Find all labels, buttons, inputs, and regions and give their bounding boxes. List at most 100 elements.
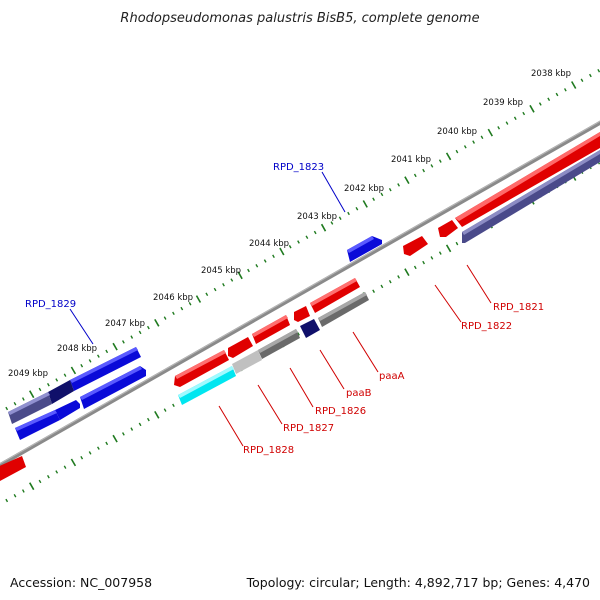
gene-red-arrow-mid[interactable]	[228, 337, 253, 358]
inner-scale-tick	[55, 470, 59, 474]
gene-callout-lines	[69, 171, 492, 447]
outer-scale-tick	[180, 306, 184, 311]
gene-gray-block-mid-top	[258, 329, 298, 353]
inner-scale-tick	[430, 256, 434, 260]
outer-scale-tick	[362, 200, 368, 208]
outer-scale-tick	[597, 68, 600, 73]
outer-scale-tick	[105, 349, 109, 354]
inner-scale-tick	[163, 408, 167, 412]
gene-rpd1827-block[interactable]	[174, 350, 229, 387]
inner-scale-tick	[105, 441, 109, 446]
outer-scale-tick	[70, 366, 77, 375]
outer-scale-tick	[472, 140, 476, 144]
scale-label-2047: 2047 kbp	[105, 319, 145, 329]
gene-rpd1826-block-top	[252, 315, 288, 337]
outer-scale-tick	[522, 111, 526, 116]
gene-label-rpd1827[interactable]: RPD_1827	[283, 423, 334, 434]
scale-label-2044: 2044 kbp	[249, 239, 289, 249]
gene-rpd1821-arrow[interactable]	[403, 236, 428, 256]
gene-rpd1823-arrow-top	[347, 236, 374, 253]
outer-scale-tick	[188, 302, 192, 306]
gene-paaB-arrow[interactable]	[294, 306, 310, 322]
inner-scale-tick	[29, 482, 35, 491]
outer-scale-tick	[380, 192, 384, 197]
gene-label-paaB[interactable]: paaB	[346, 388, 372, 399]
gene-blue-long-lower[interactable]	[80, 366, 146, 409]
outer-scale-tick	[213, 287, 217, 292]
outer-scale-tick	[63, 373, 67, 377]
inner-scale-tick	[46, 474, 50, 479]
outer-scale-tick	[195, 295, 202, 303]
outer-scale-tick	[222, 283, 225, 287]
callout-line-rpd1826	[289, 367, 314, 408]
outer-scale-tick	[505, 121, 509, 125]
gene-navy-left[interactable]	[48, 380, 74, 404]
outer-scale-tick	[404, 176, 410, 185]
gene-blue-short-lower[interactable]	[55, 400, 80, 420]
inner-scale-tick	[445, 244, 452, 253]
inner-scale-tick	[297, 332, 300, 336]
outer-scale-tick	[288, 245, 292, 249]
outer-scale-tick	[445, 152, 452, 161]
gene-blue-long-upper[interactable]	[70, 347, 141, 391]
gene-label-paaA[interactable]: paaA	[379, 371, 405, 382]
gene-blue-long-upper-top	[70, 347, 138, 383]
outer-scale-tick	[272, 254, 275, 259]
scale-label-2039: 2039 kbp	[483, 98, 523, 108]
gene-rpd1828-cyan-block[interactable]	[178, 366, 236, 405]
outer-scale-tick	[38, 387, 42, 392]
outer-scale-tick	[46, 382, 50, 387]
inner-scale-tick	[21, 489, 25, 493]
outer-scale-tick	[279, 247, 285, 256]
inner-scale-tick	[112, 434, 118, 443]
gene-label-rpd1821[interactable]: RPD_1821	[493, 302, 544, 313]
gene-slate-left[interactable]	[8, 392, 52, 424]
accession-text: Accession: NC_007958	[10, 575, 153, 590]
callout-line-rpd1823	[321, 171, 346, 213]
outer-scale-ticks	[5, 68, 600, 411]
gene-navy-small[interactable]	[300, 319, 320, 338]
callout-line-rpd1827	[257, 384, 283, 425]
outer-scale-tick	[205, 292, 209, 297]
inner-scale-tick	[422, 260, 426, 265]
outer-scale-tick	[430, 164, 434, 168]
scale-label-2045: 2045 kbp	[201, 266, 241, 276]
gene-blue-left-lower[interactable]	[15, 410, 60, 440]
inner-scale-tick	[130, 427, 134, 431]
callout-line-paaA	[352, 331, 379, 373]
outer-scale-tick	[21, 397, 25, 401]
gene-label-rpd1822[interactable]: RPD_1822	[461, 321, 512, 332]
inner-scale-tick	[80, 455, 84, 460]
gene-red-far-left[interactable]	[0, 456, 26, 481]
gene-rpd1826-block[interactable]	[252, 315, 290, 344]
gene-label-rpd1826[interactable]: RPD_1826	[315, 406, 366, 417]
callout-line-paaB	[319, 349, 345, 390]
gene-gray-block-top	[318, 292, 367, 321]
outer-scale-tick	[422, 168, 426, 173]
gene-label-rpd1829[interactable]: RPD_1829	[25, 299, 76, 310]
gene-label-rpd1828[interactable]: RPD_1828	[243, 445, 294, 456]
outer-scale-tick	[388, 187, 392, 192]
gene-blue-left-lower-top	[15, 410, 57, 431]
topology-text: Topology: circular; Length: 4,892,717 bp…	[246, 575, 590, 590]
gene-rpd1823-arrow[interactable]	[347, 236, 382, 262]
outer-scale-tick	[338, 216, 342, 220]
inner-scale-tick	[172, 403, 175, 408]
gene-paaA-block[interactable]	[310, 278, 360, 313]
outer-scale-tick	[154, 318, 160, 327]
inner-scale-tick	[63, 465, 67, 469]
gene-blue-long-lower-top	[80, 366, 142, 400]
gene-features	[0, 132, 600, 481]
outer-scale-tick	[146, 325, 150, 330]
outer-scale-tick	[112, 342, 118, 351]
gene-lightgray-block[interactable]	[232, 350, 262, 374]
callout-line-rpd1822	[434, 284, 462, 323]
outer-scale-tick	[330, 221, 334, 225]
outer-scale-tick	[480, 135, 484, 140]
inner-scale-tick	[88, 451, 92, 455]
gene-rpd1822-arrow[interactable]	[438, 220, 458, 237]
outer-scale-tick	[571, 81, 577, 89]
outer-scale-tick	[413, 173, 417, 178]
gene-block-red-far-right-top	[455, 132, 600, 221]
gene-label-rpd1823[interactable]: RPD_1823	[273, 162, 324, 173]
